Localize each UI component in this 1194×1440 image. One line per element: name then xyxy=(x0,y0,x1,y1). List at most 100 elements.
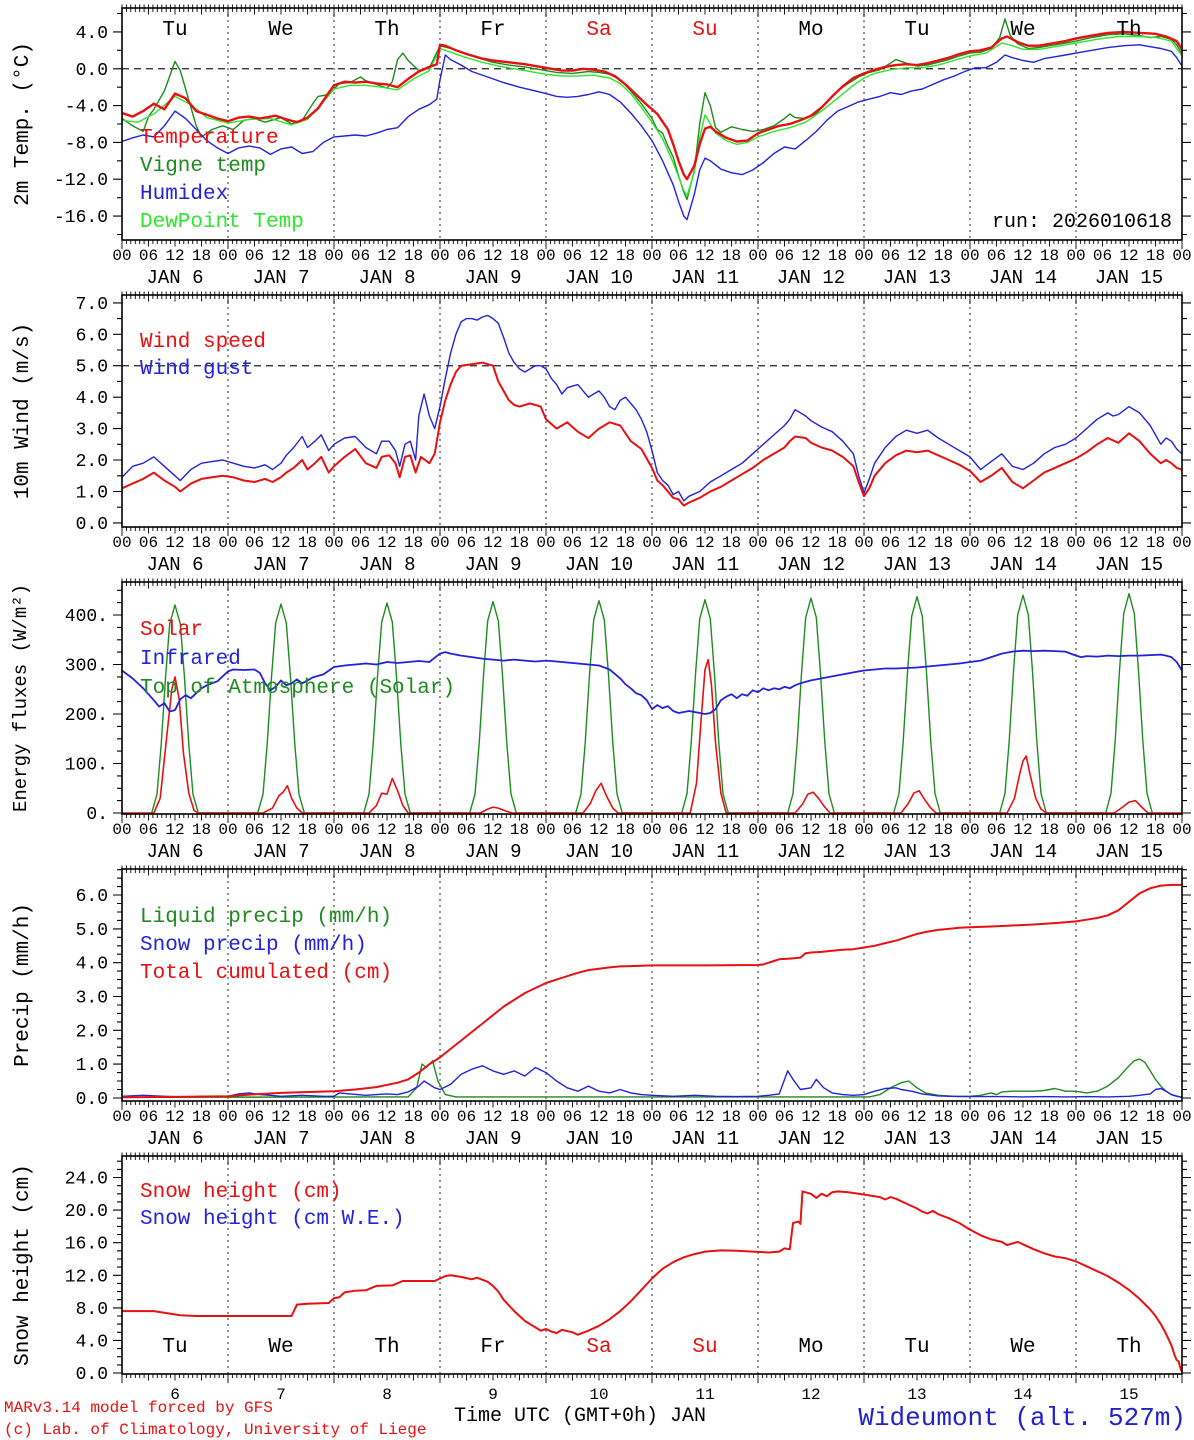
bottom-day-number: 9 xyxy=(488,1386,498,1404)
date-label: JAN 8 xyxy=(358,554,415,576)
date-label: JAN 14 xyxy=(989,841,1057,863)
hour-tick-label: 12 xyxy=(271,1108,290,1126)
legend-infrared: Infrared xyxy=(140,648,241,671)
y-axis-title: 2m Temp. (°C) xyxy=(12,42,35,206)
hour-tick-label: 18 xyxy=(1040,534,1059,552)
y-tick-label: 4.0 xyxy=(76,955,108,975)
weekday-label: Su xyxy=(692,19,717,42)
y-axis-title: Energy fluxes (W/m²) xyxy=(10,584,32,812)
bottom-day-number: 13 xyxy=(907,1386,926,1404)
hour-tick-label: 12 xyxy=(907,1108,926,1126)
date-label: JAN 9 xyxy=(464,554,521,576)
date-label: JAN 14 xyxy=(989,554,1057,576)
legend-solar: Solar xyxy=(140,619,203,642)
hour-tick-label: 12 xyxy=(271,534,290,552)
y-tick-label: 0. xyxy=(86,805,108,825)
day-gridlines xyxy=(227,869,1077,1101)
weekday-label: Tu xyxy=(904,19,929,42)
date-label: JAN 10 xyxy=(565,267,633,289)
hour-tick-label: 18 xyxy=(1040,247,1059,265)
hour-tick-label: 06 xyxy=(351,247,370,265)
date-label: JAN 10 xyxy=(565,841,633,863)
y-tick-label: 24.0 xyxy=(65,1170,108,1190)
date-label: JAN 15 xyxy=(1095,1128,1163,1150)
hour-tick-label: 00 xyxy=(112,534,131,552)
hour-tick-label: 00 xyxy=(1066,821,1085,839)
date-label: JAN 15 xyxy=(1095,267,1163,289)
panel-precip: 6.0 5.0 4.0 3.0 2.0 1.0 0.0 Liquid precip (mm/h… xyxy=(12,865,1191,1110)
date-label: JAN 9 xyxy=(464,841,521,863)
footer-lab-credit: (c) Lab. of Climatology, University of L… xyxy=(4,1421,427,1439)
hour-tick-label: 06 xyxy=(987,821,1006,839)
series-wind-gust xyxy=(122,314,1182,502)
weekday-label: Th xyxy=(1116,19,1141,42)
bottom-day-number: 15 xyxy=(1119,1386,1138,1404)
hour-tick-label: 00 xyxy=(536,247,555,265)
hour-tick-label: 18 xyxy=(192,247,211,265)
bottom-day-axis: 6 7 8 9 10 11 12 13 14 15 xyxy=(170,1386,1138,1404)
date-label: JAN 14 xyxy=(989,1128,1057,1150)
date-label: JAN 7 xyxy=(252,1128,309,1150)
hour-tick-label: 06 xyxy=(669,821,688,839)
y-tick-label: 5.0 xyxy=(76,921,108,941)
hour-tick-label: 18 xyxy=(828,534,847,552)
hour-tick-label: 18 xyxy=(510,534,529,552)
hour-tick-label: 06 xyxy=(881,247,900,265)
day-gridlines xyxy=(227,295,1077,527)
weekday-label: Sa xyxy=(586,1336,611,1359)
hour-tick-label: 18 xyxy=(510,247,529,265)
y-tick-label: 4.0 xyxy=(76,389,108,409)
hour-tick-label: 00 xyxy=(430,1108,449,1126)
hour-tick-label: 12 xyxy=(801,247,820,265)
legend-wind-speed: Wind speed xyxy=(140,331,266,354)
hour-tick-label: 00 xyxy=(642,247,661,265)
hour-tick-label: 06 xyxy=(457,821,476,839)
date-label: JAN 6 xyxy=(146,267,203,289)
hour-tick-label: 00 xyxy=(324,1108,343,1126)
hour-tick-label: 06 xyxy=(1093,534,1112,552)
hour-tick-label: 12 xyxy=(1119,1108,1138,1126)
y-tick-label: 5.0 xyxy=(76,358,108,378)
hour-tick-label: 18 xyxy=(616,1108,635,1126)
hour-tick-label: 00 xyxy=(854,821,873,839)
hour-tick-label: 00 xyxy=(430,534,449,552)
hour-tick-label: 00 xyxy=(1172,821,1191,839)
y-tick-label: 4.0 xyxy=(76,1332,108,1352)
hour-tick-label: 06 xyxy=(881,821,900,839)
weekday-label: Th xyxy=(374,1336,399,1359)
weekday-label: Th xyxy=(374,19,399,42)
day-gridlines xyxy=(227,8,1077,240)
weekday-label: We xyxy=(268,1336,293,1359)
hour-tick-label: 18 xyxy=(404,247,423,265)
hour-tick-label: 06 xyxy=(457,247,476,265)
hour-tick-label: 12 xyxy=(695,247,714,265)
hour-tick-label: 12 xyxy=(589,247,608,265)
hour-tick-label: 12 xyxy=(1013,1108,1032,1126)
bottom-day-number: 10 xyxy=(589,1386,608,1404)
hour-tick-label: 18 xyxy=(1040,821,1059,839)
hour-tick-label: 18 xyxy=(404,534,423,552)
hour-tick-label: 12 xyxy=(1013,534,1032,552)
hour-tick-label: 12 xyxy=(589,1108,608,1126)
legend-snow-height-cm: Snow height (cm) xyxy=(140,1181,342,1204)
hour-ticks xyxy=(121,1152,1183,1383)
date-label: JAN 11 xyxy=(671,267,739,289)
hour-tick-label: 06 xyxy=(457,1108,476,1126)
y-tick-label: -4.0 xyxy=(65,98,108,118)
hour-tick-label: 06 xyxy=(881,1108,900,1126)
hour-tick-label: 12 xyxy=(1119,821,1138,839)
hour-tick-label: 12 xyxy=(907,247,926,265)
hour-tick-label: 18 xyxy=(722,247,741,265)
weekday-label: Mo xyxy=(798,1336,823,1359)
hour-tick-label: 12 xyxy=(377,821,396,839)
date-label: JAN 7 xyxy=(252,554,309,576)
series-liquid-precip xyxy=(122,1058,1182,1099)
date-label: JAN 13 xyxy=(883,841,951,863)
y-tick-label: 8.0 xyxy=(76,1300,108,1320)
date-label: JAN 7 xyxy=(252,267,309,289)
hour-tick-label: 12 xyxy=(483,247,502,265)
y-tick-label: 0.0 xyxy=(76,1090,108,1110)
weekday-label: Su xyxy=(692,1336,717,1359)
hour-tick-label: 00 xyxy=(960,247,979,265)
